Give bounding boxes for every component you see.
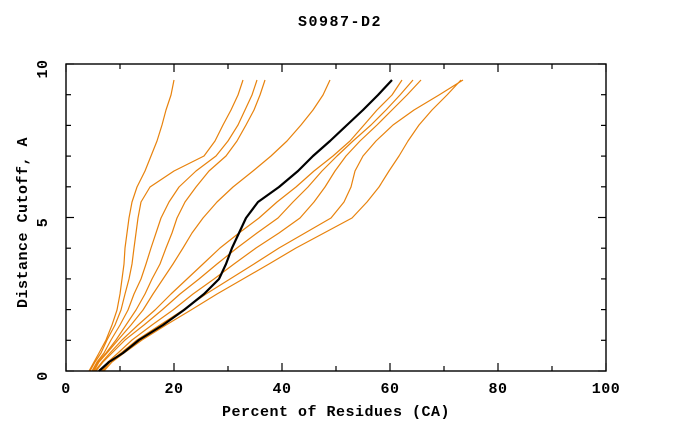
series-orange-model-2 (89, 79, 244, 372)
series-orange-model-10 (103, 79, 462, 372)
x-tick-label: 100 (592, 381, 621, 398)
series-orange-model-5 (93, 79, 331, 372)
x-axis-label: Percent of Residues (CA) (222, 404, 450, 421)
plot-box (65, 63, 607, 372)
series-orange-model-1 (88, 79, 175, 372)
x-tick-label: 0 (61, 381, 71, 398)
chart-title: S0987-D2 (298, 14, 382, 31)
y-axis-label: Distance Cutoff, A (15, 137, 32, 308)
y-tick-label: 5 (35, 218, 52, 228)
series-orange-model-8 (101, 79, 422, 372)
series-orange-model-4 (92, 79, 266, 372)
y-tick-label: 10 (35, 59, 52, 78)
x-tick-label: 20 (164, 381, 183, 398)
series-orange-model-7 (95, 79, 414, 372)
x-tick-label: 80 (488, 381, 507, 398)
x-tick-label: 40 (272, 381, 291, 398)
series-black-highlight-model (98, 79, 393, 372)
y-tick-label: 0 (35, 371, 52, 381)
series-orange-model-3 (91, 79, 258, 372)
series-orange-model-9 (102, 79, 464, 372)
x-tick-label: 60 (380, 381, 399, 398)
